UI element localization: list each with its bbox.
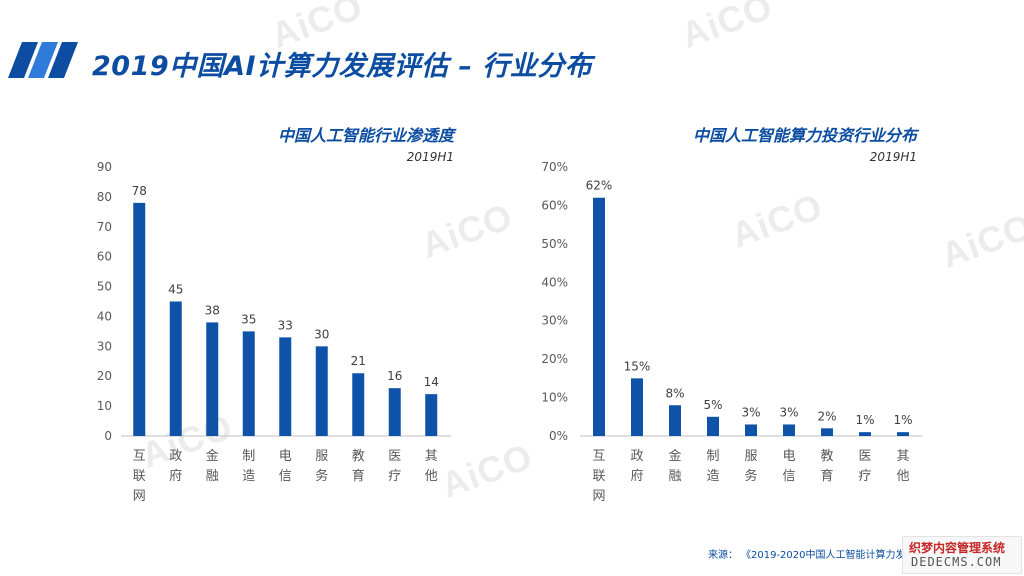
- y-tick-label: 40: [97, 309, 112, 323]
- chart-subtitle-left: 2019H1: [406, 150, 454, 164]
- bar: [783, 424, 795, 436]
- chart-title-right: 中国人工智能算力投资行业分布: [692, 126, 917, 145]
- x-tick-label: 电信: [279, 449, 292, 484]
- y-tick-label: 50: [97, 280, 112, 294]
- data-label: 3%: [779, 405, 798, 419]
- x-tick-label: 政府: [630, 449, 643, 484]
- data-label: 38: [205, 303, 220, 317]
- data-label: 8%: [665, 386, 684, 400]
- y-tick-label: 0: [104, 429, 112, 443]
- source-prefix: 来源：: [708, 550, 738, 561]
- bar: [169, 301, 182, 436]
- data-label: 5%: [703, 398, 722, 412]
- data-label: 62%: [586, 179, 613, 193]
- x-tick-label: 服务: [744, 449, 757, 484]
- bar: [707, 416, 719, 436]
- bar: [425, 394, 438, 436]
- source-text: 《2019-2020中国人工智能计算力发展: [746, 550, 916, 561]
- title-stripes-icon: [8, 42, 78, 78]
- y-tick-label: 10: [97, 399, 112, 413]
- y-tick-label: 70%: [541, 160, 568, 174]
- stamp-line2: DEDECMS.COM: [911, 555, 1002, 569]
- bar: [593, 197, 605, 436]
- x-tick-label: 政府: [169, 449, 182, 484]
- bar: [133, 202, 146, 436]
- data-label: 78: [132, 184, 147, 198]
- bar: [206, 322, 219, 436]
- y-tick-label: 30%: [541, 314, 568, 328]
- data-label: 33: [278, 318, 293, 332]
- bar: [352, 373, 365, 436]
- source-note: 来源： 《2019-2020中国人工智能计算力发展: [708, 546, 916, 561]
- bar: [897, 432, 909, 436]
- x-tick-label: 教育: [820, 448, 833, 484]
- x-tick-label: 电信: [782, 449, 795, 484]
- bar: [242, 331, 255, 436]
- data-label: 14: [424, 375, 439, 389]
- y-tick-label: 0%: [549, 429, 568, 443]
- x-tick-label: 金融: [668, 448, 681, 484]
- data-label: 16: [387, 369, 402, 383]
- x-tick-label: 教育: [352, 448, 365, 484]
- x-tick-label: 互联网: [592, 449, 605, 504]
- x-tick-label: 制造: [242, 449, 255, 484]
- x-tick-label: 其他: [896, 449, 909, 484]
- bar: [859, 432, 871, 436]
- bar: [821, 428, 833, 436]
- x-tick-label: 互联网: [133, 449, 146, 504]
- bar: [388, 388, 401, 436]
- data-label: 1%: [893, 413, 912, 427]
- y-tick-label: 90: [97, 160, 112, 174]
- data-label: 2%: [817, 409, 836, 423]
- y-tick-label: 60: [97, 250, 112, 264]
- data-label: 3%: [741, 405, 760, 419]
- chart-title-left: 中国人工智能行业渗透度: [277, 126, 454, 145]
- y-tick-label: 20: [97, 369, 112, 383]
- y-tick-label: 80: [97, 190, 112, 204]
- y-tick-label: 30: [97, 339, 112, 353]
- bar: [745, 424, 757, 436]
- x-tick-label: 服务: [315, 449, 328, 484]
- bar: [669, 405, 681, 436]
- x-tick-label: 金融: [206, 448, 219, 484]
- y-tick-label: 10%: [541, 391, 568, 405]
- data-label: 15%: [624, 359, 651, 373]
- y-tick-label: 50%: [541, 237, 568, 251]
- data-label: 21: [351, 354, 366, 368]
- y-tick-label: 70: [97, 220, 112, 234]
- data-label: 30: [314, 327, 329, 341]
- y-tick-label: 40%: [541, 275, 568, 289]
- site-stamp-logo: 织梦内容管理系统 DEDECMS.COM: [902, 536, 1022, 574]
- chart-subtitle-right: 2019H1: [869, 150, 917, 164]
- x-tick-label: 医疗: [388, 449, 401, 484]
- x-tick-label: 制造: [706, 449, 719, 484]
- x-tick-label: 其他: [425, 449, 438, 484]
- bar: [279, 337, 292, 436]
- page-title: 2019中国AI计算力发展评估 – 行业分布: [92, 51, 593, 82]
- y-tick-label: 20%: [541, 352, 568, 366]
- data-label: 35: [241, 312, 256, 326]
- bar: [631, 378, 643, 436]
- x-tick-label: 医疗: [858, 449, 871, 484]
- stamp-line1: 织梦内容管理系统: [909, 541, 1006, 555]
- data-label: 1%: [855, 413, 874, 427]
- bar: [315, 346, 328, 436]
- y-tick-label: 60%: [541, 198, 568, 212]
- data-label: 45: [168, 283, 183, 297]
